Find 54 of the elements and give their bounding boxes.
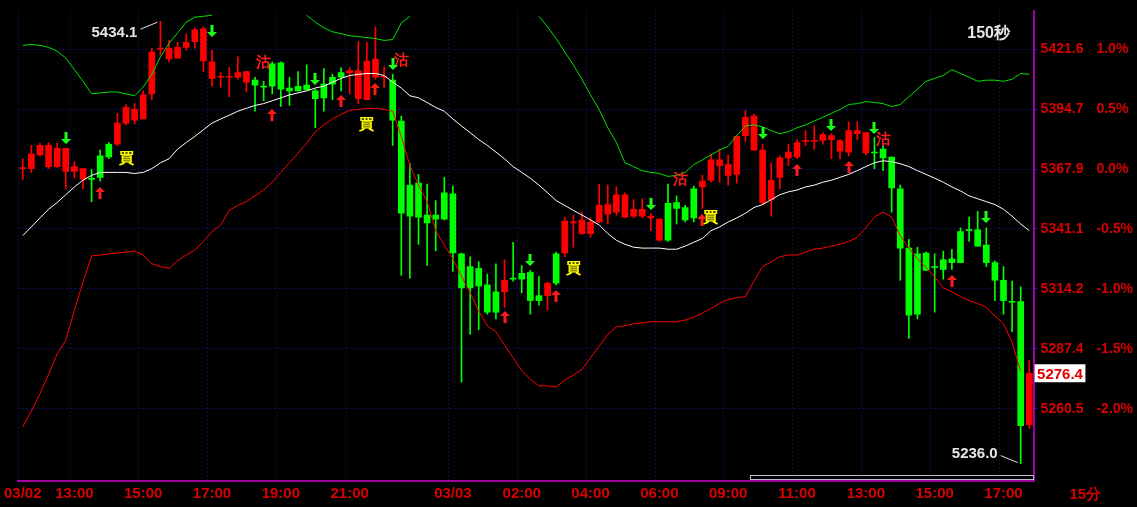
y2-tick-label: 1.0% [1096, 40, 1129, 57]
x-tick-label: 21:00 [330, 484, 369, 502]
x-tick-label: 15:00 [124, 484, 163, 502]
y2-tick-label: -1.5% [1096, 339, 1134, 356]
candlestick [518, 265, 526, 294]
text: 5276.4 [1037, 364, 1084, 382]
y2-tick-label: -0.5% [1096, 219, 1134, 236]
x-tick-label: 02:00 [502, 484, 541, 502]
y-tick-label: 5287.4 [1040, 339, 1084, 356]
candlestick [311, 88, 319, 129]
candlestick [346, 67, 354, 95]
text: 15分 [1069, 485, 1103, 503]
candlestick [1008, 280, 1016, 332]
x-tick-label: 04:00 [571, 484, 610, 502]
candlestick [225, 67, 233, 98]
annotation: 買 [117, 149, 134, 167]
y-tick-label: 5394.7 [1040, 100, 1084, 117]
x-tick-label: 13:00 [55, 484, 94, 502]
annotation: 沽 [392, 51, 409, 69]
annotation: 沽 [874, 129, 891, 147]
candlestick [931, 253, 938, 313]
candlestick [19, 158, 27, 180]
x-tick-label: 13:00 [846, 484, 886, 502]
y2-tick-label: 0.0% [1096, 159, 1129, 176]
x-tick-label: 03/02 [3, 484, 42, 502]
x-tick-label: 17:00 [984, 484, 1023, 502]
y2-tick-label: -1.0% [1096, 279, 1134, 296]
y-tick-label: 5341.1 [1040, 219, 1084, 236]
candlestick [948, 248, 956, 270]
annotation: 買 [702, 208, 719, 226]
candlestick [853, 121, 861, 140]
annotation: 5236.0 [951, 443, 998, 461]
x-tick-label: 11:00 [778, 484, 816, 502]
annotation: 買 [564, 258, 581, 276]
candlestick [965, 216, 973, 242]
y-tick-label: 5421.6 [1040, 40, 1084, 56]
x-tick-label: 19:00 [261, 484, 301, 502]
candlestick [810, 125, 818, 150]
candlestick [535, 275, 543, 306]
annotation: 沽 [672, 170, 689, 188]
y-tick-label: 5260.5 [1040, 399, 1084, 416]
annotation: 150秒 [967, 23, 1011, 41]
x-tick-label: 06:00 [640, 484, 679, 502]
x-tick-label: 03/03 [434, 484, 472, 502]
annotation: 沽 [255, 52, 272, 70]
annotation: 5434.1 [91, 23, 138, 41]
x-tick-label: 15:00 [915, 484, 954, 502]
y-tick-label: 5367.9 [1040, 159, 1084, 176]
y2-tick-label: 0.5% [1096, 99, 1129, 116]
x-tick-label: 09:00 [709, 484, 748, 502]
y-tick-label: 5314.2 [1040, 279, 1084, 296]
x-tick-label: 17:00 [192, 484, 232, 502]
annotation: 買 [358, 115, 375, 133]
y2-tick-label: -2.0% [1096, 399, 1134, 416]
